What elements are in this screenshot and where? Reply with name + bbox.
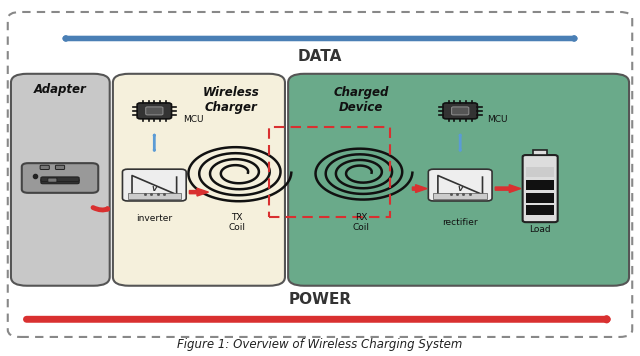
Text: Wireless
Charger: Wireless Charger xyxy=(202,86,259,114)
FancyBboxPatch shape xyxy=(433,193,487,199)
FancyBboxPatch shape xyxy=(443,103,477,119)
FancyBboxPatch shape xyxy=(137,103,172,119)
Text: V: V xyxy=(458,186,463,192)
Text: Charged
Device: Charged Device xyxy=(333,86,389,114)
Text: TX
Coil: TX Coil xyxy=(228,213,246,231)
FancyBboxPatch shape xyxy=(526,193,554,203)
Text: MCU: MCU xyxy=(183,115,204,124)
Text: V: V xyxy=(152,186,157,192)
FancyBboxPatch shape xyxy=(48,178,57,182)
FancyBboxPatch shape xyxy=(428,169,492,201)
FancyBboxPatch shape xyxy=(41,179,79,184)
FancyBboxPatch shape xyxy=(526,205,554,215)
Text: Figure 1: Overview of Wireless Charging System: Figure 1: Overview of Wireless Charging … xyxy=(177,338,463,351)
FancyBboxPatch shape xyxy=(127,193,181,199)
FancyBboxPatch shape xyxy=(523,155,557,222)
Text: DATA: DATA xyxy=(298,49,342,64)
FancyBboxPatch shape xyxy=(22,163,99,193)
Text: POWER: POWER xyxy=(289,292,351,307)
FancyBboxPatch shape xyxy=(113,74,285,286)
Text: rectifier: rectifier xyxy=(442,218,478,227)
Text: MCU: MCU xyxy=(487,115,508,124)
Text: Load: Load xyxy=(529,225,550,234)
Text: RX
Coil: RX Coil xyxy=(353,213,370,231)
FancyBboxPatch shape xyxy=(146,107,163,115)
FancyBboxPatch shape xyxy=(288,74,629,286)
Text: Adapter: Adapter xyxy=(34,83,86,96)
FancyBboxPatch shape xyxy=(533,150,547,155)
FancyArrow shape xyxy=(495,185,521,193)
Text: inverter: inverter xyxy=(136,214,172,223)
FancyBboxPatch shape xyxy=(452,107,468,115)
FancyBboxPatch shape xyxy=(526,180,554,190)
FancyBboxPatch shape xyxy=(122,169,186,201)
FancyArrow shape xyxy=(412,185,427,193)
FancyArrow shape xyxy=(189,188,209,196)
FancyBboxPatch shape xyxy=(40,165,49,169)
FancyBboxPatch shape xyxy=(56,165,65,169)
FancyBboxPatch shape xyxy=(11,74,109,286)
FancyBboxPatch shape xyxy=(41,177,79,182)
FancyBboxPatch shape xyxy=(526,167,554,177)
